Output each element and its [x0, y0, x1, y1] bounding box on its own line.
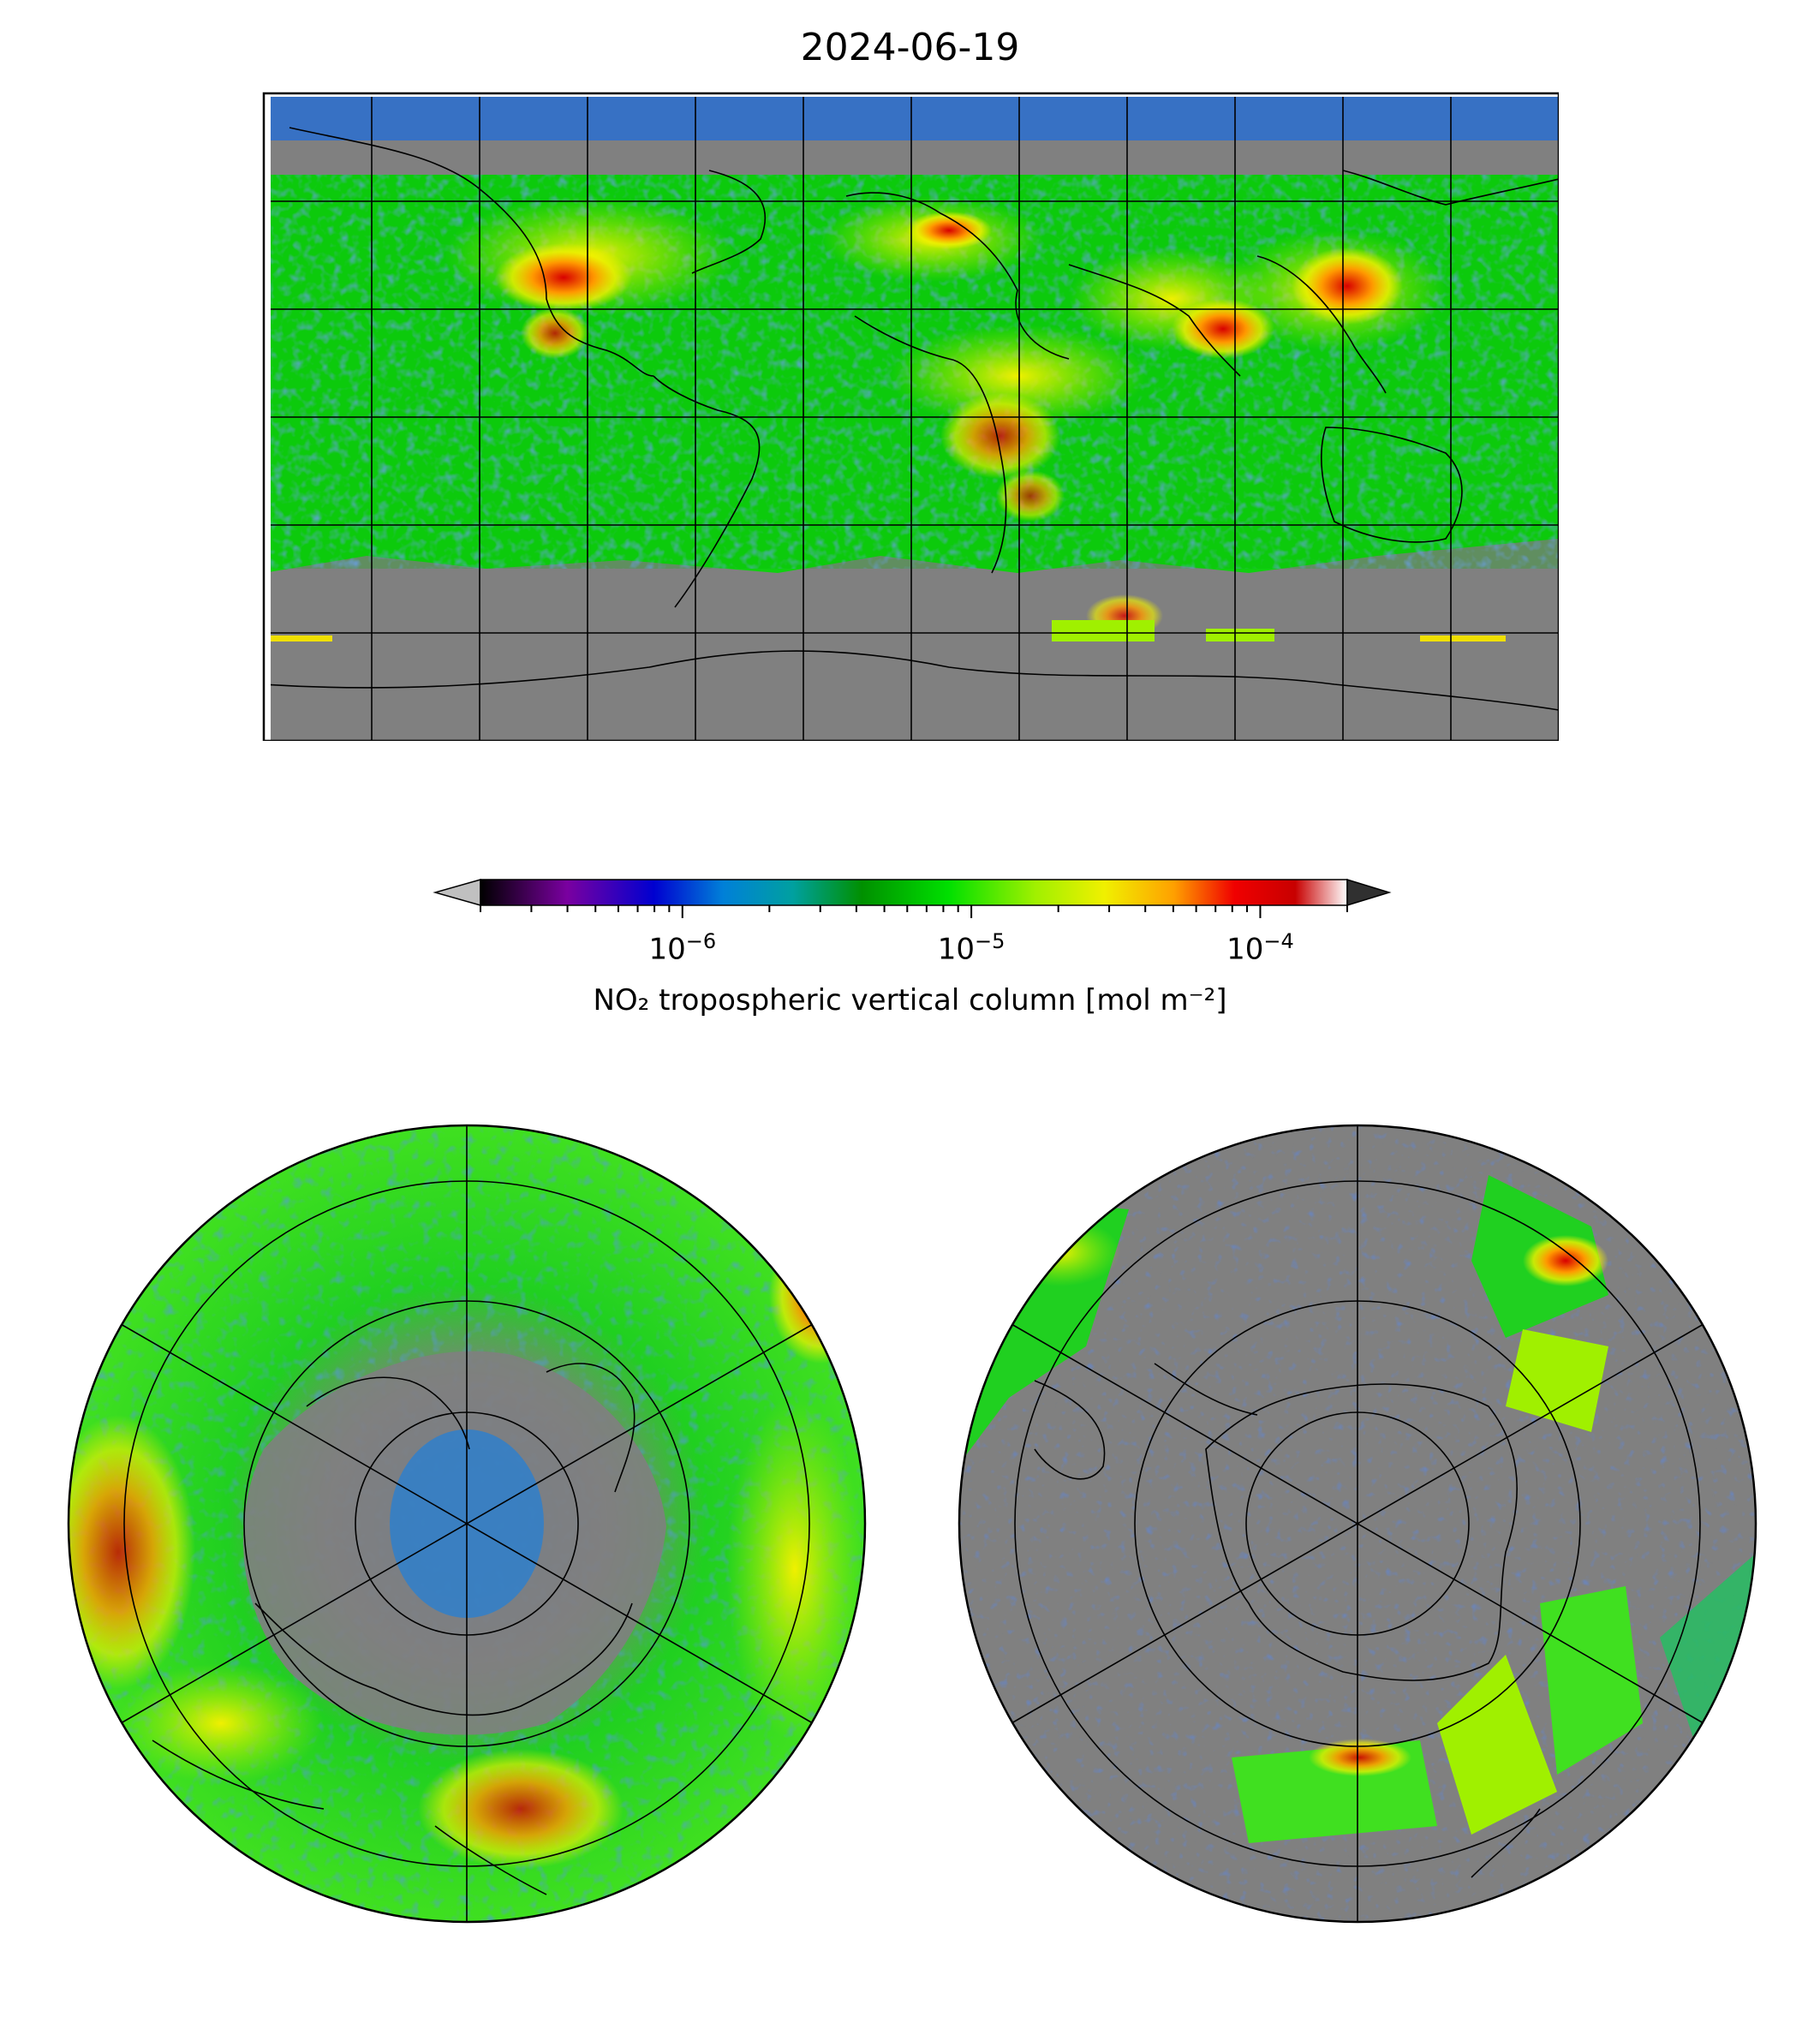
antarctica-nodata [271, 642, 1559, 741]
colorbar-tick-label: 10−5 [937, 929, 1005, 967]
north-polar-gridlines [120, 1125, 814, 1922]
colorbar-label: NO₂ tropospheric vertical column [mol m⁻… [593, 983, 1227, 1017]
colorbar-tick-label: 10−4 [1226, 929, 1294, 967]
south-polar-map [958, 1124, 1757, 1924]
colorbar [433, 878, 1392, 918]
north-polar-frame [67, 1124, 867, 1924]
arctic-band [271, 97, 1559, 140]
colorbar-over-arrow [1346, 878, 1392, 907]
global-map [262, 92, 1559, 741]
north-polar-coastlines [152, 1363, 636, 1895]
colorbar-gradient [480, 879, 1348, 906]
north-polar-map [67, 1124, 867, 1924]
south-polar-frame [958, 1124, 1757, 1924]
coastlines [271, 127, 1559, 711]
global-map-frame [262, 92, 1559, 741]
gridlines [271, 97, 1559, 741]
south-polar-gridlines [1011, 1125, 1704, 1922]
colorbar-under-arrow [433, 879, 481, 906]
chart-title: 2024-06-19 [800, 26, 1020, 69]
colorbar-tick-label: 10−6 [648, 929, 717, 967]
